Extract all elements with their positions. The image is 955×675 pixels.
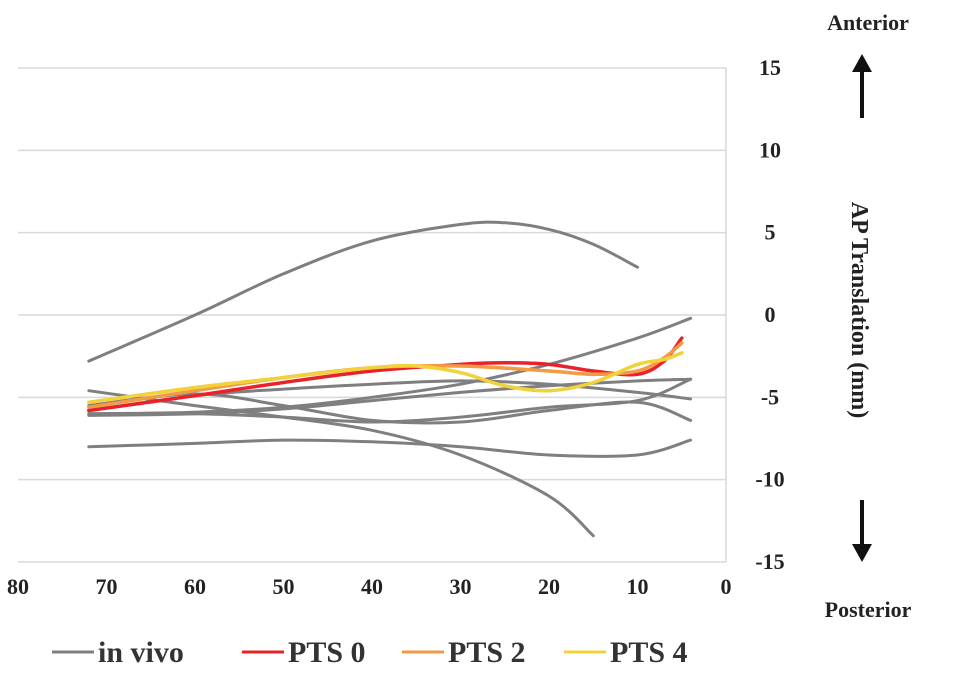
- legend-label-pts-2: PTS 2: [448, 636, 526, 669]
- legend-item-in-vivo: in vivo: [52, 636, 184, 669]
- series-line-pts-2-9: [87, 341, 684, 409]
- y-tick-label: -10: [755, 467, 784, 492]
- legend-item-pts-2: PTS 2: [402, 636, 526, 669]
- y-tick-label: 0: [765, 302, 776, 327]
- legend-item-pts-4: PTS 4: [564, 636, 688, 669]
- legend-label-pts-4: PTS 4: [610, 636, 688, 669]
- legend-label-in-vivo: in vivo: [98, 636, 184, 669]
- anterior-label: Anterior: [827, 10, 909, 35]
- series-line-in-vivo-3: [87, 316, 693, 416]
- y-tick-label: -15: [755, 549, 784, 574]
- y-axis-title: AP Translation (mm): [846, 202, 872, 418]
- x-tick-label: 50: [273, 574, 295, 599]
- series-line-pts-0-8: [87, 336, 684, 413]
- series-line-pts-4-10: [87, 351, 684, 405]
- y-tick-label: 5: [765, 220, 776, 245]
- series-line-in-vivo-0: [87, 220, 639, 363]
- x-tick-label: 80: [7, 574, 29, 599]
- y-tick-label: 15: [759, 55, 781, 80]
- y-tick-label: -5: [761, 384, 779, 409]
- series-lines: [87, 220, 693, 538]
- up-arrow-icon: [852, 54, 872, 118]
- x-tick-label: 10: [627, 574, 649, 599]
- series-line-in-vivo-2: [87, 438, 693, 458]
- x-tick-label: 70: [96, 574, 118, 599]
- series-line-in-vivo-1: [87, 389, 595, 538]
- posterior-label: Posterior: [825, 597, 912, 622]
- x-tick-label: 0: [721, 574, 732, 599]
- grid-lines: [18, 67, 727, 563]
- x-tick-label: 30: [450, 574, 472, 599]
- y-tick-label: 10: [759, 137, 781, 162]
- x-tick-label: 60: [184, 574, 206, 599]
- x-tick-label: 40: [361, 574, 383, 599]
- x-tick-label: 20: [538, 574, 560, 599]
- legend: in vivo PTS 0 PTS 2 PTS 4: [52, 636, 688, 669]
- legend-item-pts-0: PTS 0: [242, 636, 366, 669]
- legend-label-pts-0: PTS 0: [288, 636, 366, 669]
- down-arrow-icon: [852, 500, 872, 562]
